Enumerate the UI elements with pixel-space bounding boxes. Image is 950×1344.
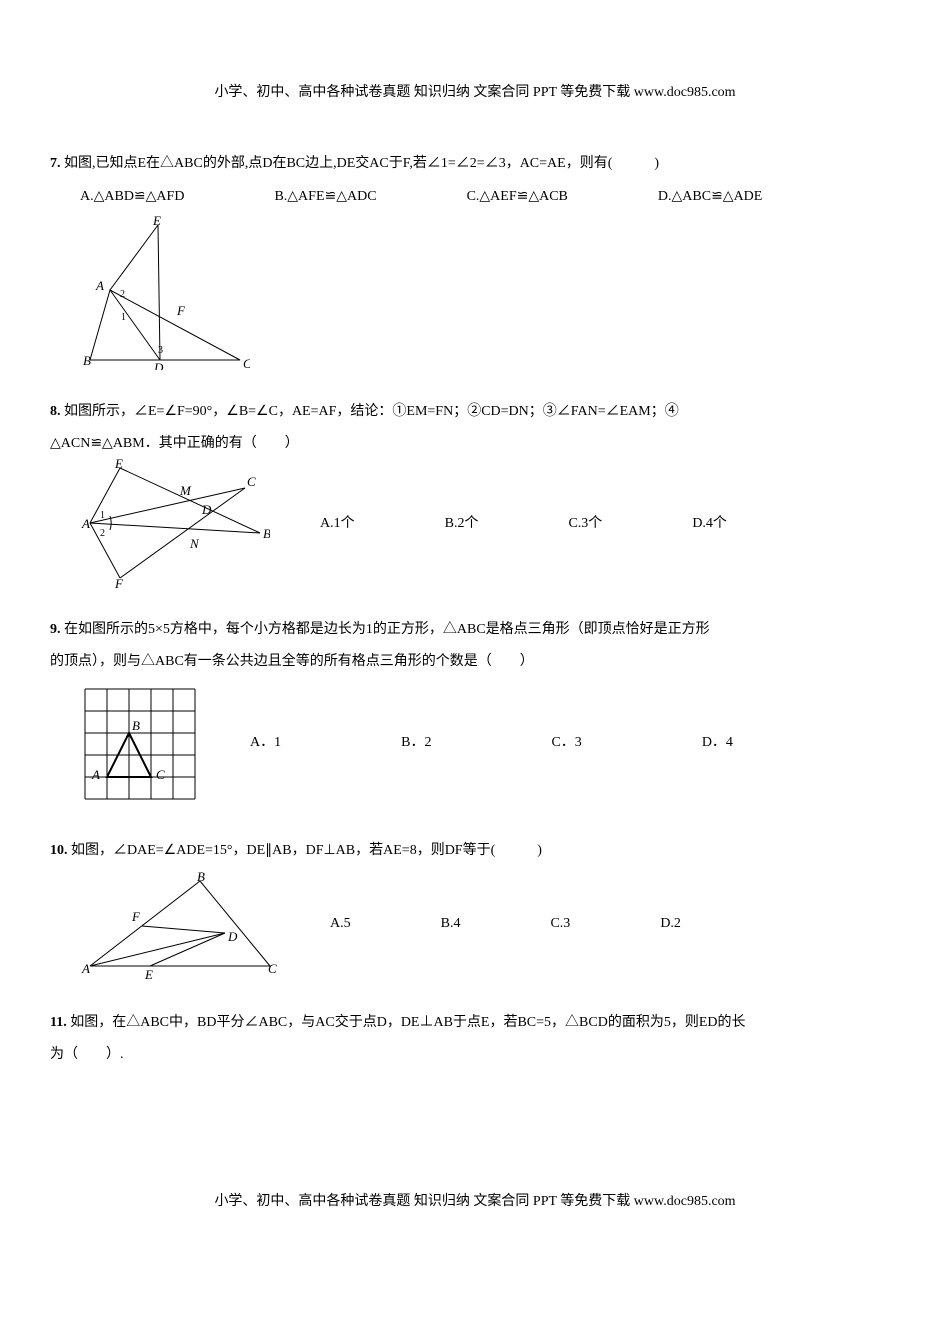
q10-label-a: A (81, 961, 90, 976)
q8-label-e: E (114, 458, 123, 471)
q8-label-d: D (201, 502, 212, 517)
q10-label-f: F (131, 909, 141, 924)
q11-number: 11. (50, 1015, 67, 1030)
q7-label-e: E (152, 215, 161, 228)
q9-option-a[interactable]: A．1 (250, 730, 281, 755)
q7-option-c[interactable]: C.△AEF≌△ACB (467, 184, 568, 209)
q7-angle-3: 3 (158, 345, 163, 356)
q7-options: A.△ABD≌△AFD B.△AFE≌△ADC C.△AEF≌△ACB D.△A… (80, 184, 900, 209)
q9-prompt: 9. 在如图所示的5×5方格中，每个小方格都是边长为1的正方形，△ABC是格点三… (50, 616, 900, 644)
q9-label-c: C (156, 767, 165, 782)
q7-angle-1: 1 (121, 312, 126, 323)
q10-prompt: 10. 如图，∠DAE=∠ADE=15°，DE∥AB，DF⊥AB，若AE=8，则… (50, 837, 900, 865)
q9-option-d[interactable]: D．4 (702, 730, 733, 755)
q8-text: 如图所示，∠E=∠F=90°，∠B=∠C，AE=AF，结论：①EM=FN；②CD… (64, 404, 679, 419)
q8-option-a[interactable]: A.1个 (320, 511, 355, 536)
q7-angle-2: 2 (120, 289, 125, 300)
q8-number: 8. (50, 404, 61, 419)
q10-label-d: D (227, 929, 238, 944)
q11-text: 如图，在△ABC中，BD平分∠ABC，与AC交于点D，DE⊥AB于点E，若BC=… (70, 1015, 745, 1030)
q9-text: 在如图所示的5×5方格中，每个小方格都是边长为1的正方形，△ABC是格点三角形（… (64, 622, 710, 637)
q8-row: A E F C B M N D 1 2 A.1个 B.2个 C.3个 D.4个 (50, 458, 900, 588)
q8-label-c: C (247, 474, 256, 489)
q8-angle-2: 2 (100, 528, 105, 539)
q9-number: 9. (50, 622, 61, 637)
q9-label-b: B (132, 718, 140, 733)
q10-options: A.5 B.4 C.3 D.2 (330, 911, 681, 936)
q7-label-c: C (243, 356, 250, 370)
q8-label-f: F (114, 576, 124, 588)
q10-option-a[interactable]: A.5 (330, 911, 351, 936)
question-7: 7. 如图,已知点E在△ABC的外部,点D在BC边上,DE交AC于F,若∠1=∠… (50, 150, 900, 370)
q7-prompt: 7. 如图,已知点E在△ABC的外部,点D在BC边上,DE交AC于F,若∠1=∠… (50, 150, 900, 178)
q8-label-b: B (263, 526, 270, 541)
question-11: 11. 如图，在△ABC中，BD平分∠ABC，与AC交于点D，DE⊥AB于点E，… (50, 1009, 900, 1069)
q8-label-m: M (179, 483, 192, 498)
q10-label-c: C (268, 961, 277, 976)
q8-label-n: N (189, 536, 200, 551)
q9-row: A B C A．1 B．2 C．3 D．4 (50, 676, 900, 809)
q7-option-d[interactable]: D.△ABC≌△ADE (658, 184, 762, 209)
q7-label-f: F (176, 303, 186, 318)
q9-label-a: A (91, 767, 100, 782)
q8-option-c[interactable]: C.3个 (568, 511, 602, 536)
q9-option-b[interactable]: B．2 (401, 730, 431, 755)
q10-text: 如图，∠DAE=∠ADE=15°，DE∥AB，DF⊥AB，若AE=8，则DF等于… (71, 843, 542, 858)
q7-text: 如图,已知点E在△ABC的外部,点D在BC边上,DE交AC于F,若∠1=∠2=∠… (64, 156, 659, 171)
q10-option-d[interactable]: D.2 (660, 911, 681, 936)
q7-option-a[interactable]: A.△ABD≌△AFD (80, 184, 184, 209)
q10-number: 10. (50, 843, 68, 858)
q9-figure: A B C (80, 684, 210, 809)
q9-prompt2: 的顶点），则与△ABC有一条公共边且全等的所有格点三角形的个数是（ ） (50, 648, 900, 676)
q10-option-c[interactable]: C.3 (550, 911, 570, 936)
q10-label-e: E (144, 967, 153, 981)
q10-figure: A C E B D F (80, 871, 280, 981)
q7-option-b[interactable]: B.△AFE≌△ADC (274, 184, 376, 209)
question-10: 10. 如图，∠DAE=∠ADE=15°，DE∥AB，DF⊥AB，若AE=8，则… (50, 837, 900, 981)
q7-label-d: D (153, 360, 164, 370)
q11-prompt: 11. 如图，在△ABC中，BD平分∠ABC，与AC交于点D，DE⊥AB于点E，… (50, 1009, 900, 1037)
q10-row: A C E B D F A.5 B.4 C.3 D.2 (50, 865, 900, 981)
q8-angle-1: 1 (100, 510, 105, 521)
q7-label-b: B (83, 353, 91, 368)
q10-option-b[interactable]: B.4 (441, 911, 461, 936)
q8-figure: A E F C B M N D 1 2 (80, 458, 270, 588)
q7-number: 7. (50, 156, 61, 171)
question-8: 8. 如图所示，∠E=∠F=90°，∠B=∠C，AE=AF，结论：①EM=FN；… (50, 398, 900, 588)
q7-label-a: A (95, 278, 104, 293)
q8-options: A.1个 B.2个 C.3个 D.4个 (320, 511, 727, 536)
q8-prompt2: △ACN≌△ABM．其中正确的有（ ） (50, 430, 900, 458)
q9-option-c[interactable]: C．3 (551, 730, 581, 755)
question-9: 9. 在如图所示的5×5方格中，每个小方格都是边长为1的正方形，△ABC是格点三… (50, 616, 900, 809)
q9-options: A．1 B．2 C．3 D．4 (250, 730, 733, 755)
q8-option-b[interactable]: B.2个 (445, 511, 479, 536)
q8-option-d[interactable]: D.4个 (692, 511, 727, 536)
q8-label-a: A (81, 516, 90, 531)
q11-prompt2: 为（ ）. (50, 1041, 900, 1069)
page-footer: 小学、初中、高中各种试卷真题 知识归纳 文案合同 PPT 等免费下载 www.d… (50, 1189, 900, 1214)
q8-prompt: 8. 如图所示，∠E=∠F=90°，∠B=∠C，AE=AF，结论：①EM=FN；… (50, 398, 900, 426)
q7-figure: B D C A E F 1 2 3 (80, 215, 250, 370)
page-header: 小学、初中、高中各种试卷真题 知识归纳 文案合同 PPT 等免费下载 www.d… (50, 80, 900, 105)
q10-label-b: B (197, 871, 205, 884)
